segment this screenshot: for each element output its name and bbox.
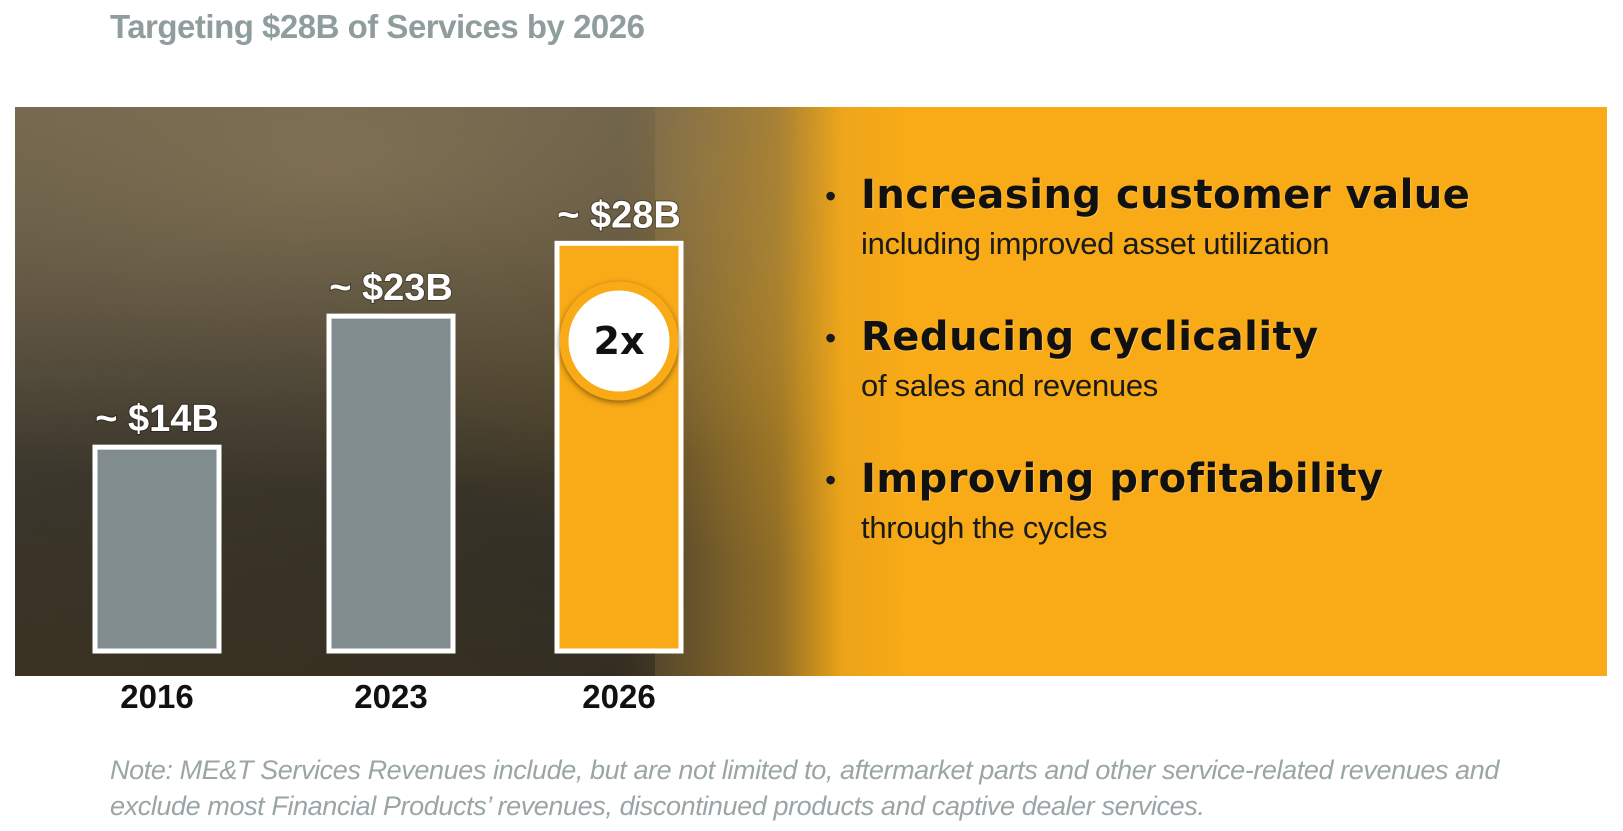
page-title: Targeting $28B of Services by 2026	[110, 8, 645, 45]
bullet-icon: •	[825, 320, 837, 356]
footnote: Note: ME&T Services Revenues include, bu…	[110, 755, 1500, 821]
bullet-icon: •	[825, 178, 837, 214]
benefit-list: • Increasing customer value including im…	[825, 170, 1585, 596]
benefit-heading: Reducing cyclicality	[861, 314, 1319, 360]
benefit-item-1: • Increasing customer value including im…	[825, 170, 1585, 264]
growth-badge-circle	[559, 281, 679, 401]
bar-2016	[92, 444, 222, 654]
benefit-subtext: of sales and revenues	[861, 368, 1159, 403]
bar-2023	[326, 313, 456, 654]
growth-badge-label: 2x	[594, 319, 645, 363]
benefit-subtext: through the cycles	[861, 510, 1108, 545]
x-tick-label: 2023	[354, 678, 427, 715]
benefit-heading: Improving profitability	[861, 456, 1384, 502]
bullet-icon: •	[825, 462, 837, 498]
benefit-heading: Increasing customer value	[861, 172, 1471, 218]
benefit-subtext: including improved asset utilization	[861, 226, 1330, 261]
x-tick-label: 2026	[582, 678, 655, 715]
benefit-item-3: • Improving profitability through the cy…	[825, 454, 1585, 548]
bar-value-label: ~ $14B	[95, 398, 219, 440]
bar-value-label: ~ $28B	[557, 194, 681, 236]
benefit-item-2: • Reducing cyclicality of sales and reve…	[825, 312, 1585, 406]
x-tick-label: 2016	[120, 678, 193, 715]
photo-banner	[15, 107, 1607, 676]
bar-value-label: ~ $23B	[329, 267, 453, 309]
